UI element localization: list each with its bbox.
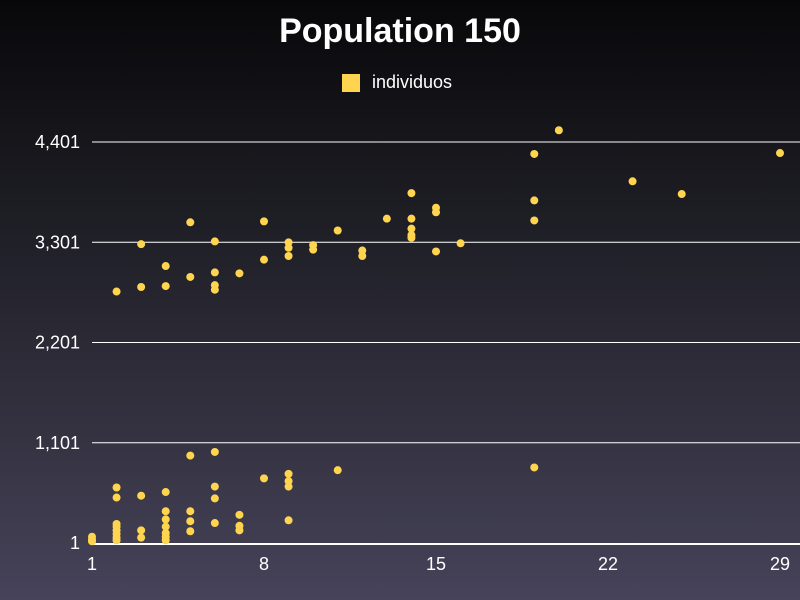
x-tick-label: 15 xyxy=(426,554,446,574)
legend-swatch xyxy=(341,73,360,92)
data-point[interactable] xyxy=(333,226,342,235)
data-point[interactable] xyxy=(137,282,146,291)
chart-title: Population 150 xyxy=(279,12,521,50)
data-point[interactable] xyxy=(161,529,170,538)
data-point[interactable] xyxy=(112,287,121,296)
data-point[interactable] xyxy=(530,196,539,205)
data-point[interactable] xyxy=(161,522,170,531)
x-tick-labels: 1 8 15 22 29 xyxy=(87,554,790,574)
data-point[interactable] xyxy=(358,246,367,255)
data-point[interactable] xyxy=(284,482,293,491)
data-point[interactable] xyxy=(210,237,219,246)
data-point[interactable] xyxy=(530,216,539,225)
data-point[interactable] xyxy=(432,247,440,256)
data-point[interactable] xyxy=(137,526,146,535)
data-point[interactable] xyxy=(137,491,146,500)
data-point[interactable] xyxy=(161,488,170,497)
data-point[interactable] xyxy=(358,252,367,261)
data-point[interactable] xyxy=(161,262,170,271)
y-tick-label: 4,401 xyxy=(35,132,80,152)
data-point[interactable] xyxy=(260,255,268,264)
data-point[interactable] xyxy=(284,469,293,478)
data-point[interactable] xyxy=(284,243,293,252)
data-point[interactable] xyxy=(112,483,121,492)
data-point[interactable] xyxy=(309,241,318,250)
data-point[interactable] xyxy=(407,189,416,198)
data-point[interactable] xyxy=(186,451,195,460)
data-point[interactable] xyxy=(161,282,170,291)
data-point[interactable] xyxy=(432,203,440,212)
data-point[interactable] xyxy=(88,532,96,541)
data-point[interactable] xyxy=(284,516,293,525)
data-point[interactable] xyxy=(530,463,539,472)
data-point[interactable] xyxy=(137,240,146,249)
data-point[interactable] xyxy=(235,521,244,530)
y-tick-labels: 1 1,101 2,201 3,301 4,401 xyxy=(35,132,80,553)
x-tick-label: 1 xyxy=(87,554,97,574)
x-tick-label: 29 xyxy=(770,554,790,574)
data-point[interactable] xyxy=(677,190,686,199)
data-point[interactable] xyxy=(210,519,219,528)
data-point[interactable] xyxy=(210,447,219,456)
data-point[interactable] xyxy=(776,149,784,158)
data-point[interactable] xyxy=(260,474,268,483)
data-point[interactable] xyxy=(235,269,244,278)
data-point[interactable] xyxy=(210,268,219,277)
y-tick-label: 2,201 xyxy=(35,333,80,353)
data-point[interactable] xyxy=(235,510,244,519)
data-point[interactable] xyxy=(284,477,293,486)
data-point[interactable] xyxy=(186,272,195,281)
data-point[interactable] xyxy=(137,533,146,542)
data-point[interactable] xyxy=(210,281,219,290)
y-tick-label: 1 xyxy=(70,533,80,553)
data-point[interactable] xyxy=(628,177,637,186)
data-point[interactable] xyxy=(186,527,195,536)
legend-label: individuos xyxy=(371,72,453,92)
x-tick-label: 22 xyxy=(598,554,618,574)
data-point[interactable] xyxy=(260,217,268,226)
data-point[interactable] xyxy=(407,214,416,223)
data-point[interactable] xyxy=(284,238,293,247)
data-point[interactable] xyxy=(284,252,293,261)
data-point[interactable] xyxy=(554,126,563,135)
data-point[interactable] xyxy=(161,515,170,524)
y-tick-label: 1,101 xyxy=(35,433,80,453)
x-tick-label: 8 xyxy=(259,554,269,574)
data-point[interactable] xyxy=(112,519,121,528)
data-point[interactable] xyxy=(407,231,416,240)
y-tick-label: 3,301 xyxy=(35,232,80,252)
grid-lines xyxy=(92,141,800,444)
data-points xyxy=(88,126,784,546)
data-point[interactable] xyxy=(333,466,342,475)
data-point[interactable] xyxy=(186,507,195,516)
data-point[interactable] xyxy=(456,239,465,248)
data-point[interactable] xyxy=(161,507,170,516)
data-point[interactable] xyxy=(210,482,219,491)
data-point[interactable] xyxy=(186,218,195,227)
data-point[interactable] xyxy=(210,494,219,503)
data-point[interactable] xyxy=(112,493,121,502)
legend[interactable]: individuos xyxy=(0,72,800,93)
data-point[interactable] xyxy=(407,224,416,233)
data-point[interactable] xyxy=(186,517,195,526)
data-point[interactable] xyxy=(382,214,391,223)
data-point[interactable] xyxy=(530,149,539,158)
